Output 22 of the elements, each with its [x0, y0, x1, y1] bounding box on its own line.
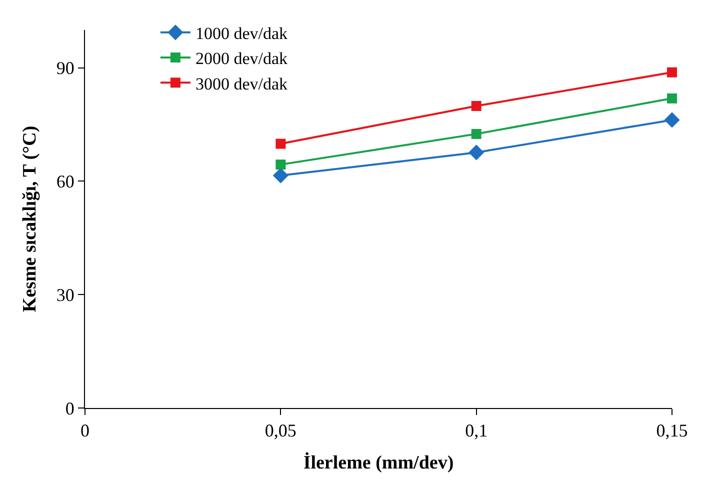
- y-tick-label: 30: [56, 284, 74, 305]
- point: [664, 112, 680, 128]
- point: [667, 67, 677, 78]
- x-axis-title: İlerleme (mm/dev): [303, 451, 454, 474]
- y-axis-title: Kesme sıcaklığı, T (°C): [19, 126, 40, 312]
- point: [276, 160, 286, 170]
- point: [468, 144, 484, 160]
- x-tick-label: 0,05: [264, 420, 296, 441]
- point: [276, 138, 286, 149]
- point: [272, 168, 288, 184]
- y-tick-label: 90: [56, 58, 74, 78]
- x-tick-label: 0: [80, 420, 90, 441]
- legend-label: 2000 dev/dak: [195, 49, 288, 68]
- legend-label: 3000 dev/dak: [195, 74, 288, 94]
- point: [667, 93, 677, 104]
- x-tick-label: 0,1: [465, 420, 488, 441]
- point: [471, 128, 482, 139]
- point: [471, 100, 482, 111]
- y-tick-label: 60: [56, 172, 74, 192]
- y-tick-label: 0: [65, 398, 74, 418]
- legend-label: 1000 dev/dak: [195, 24, 288, 44]
- x-tick-label: 0,15: [656, 420, 688, 441]
